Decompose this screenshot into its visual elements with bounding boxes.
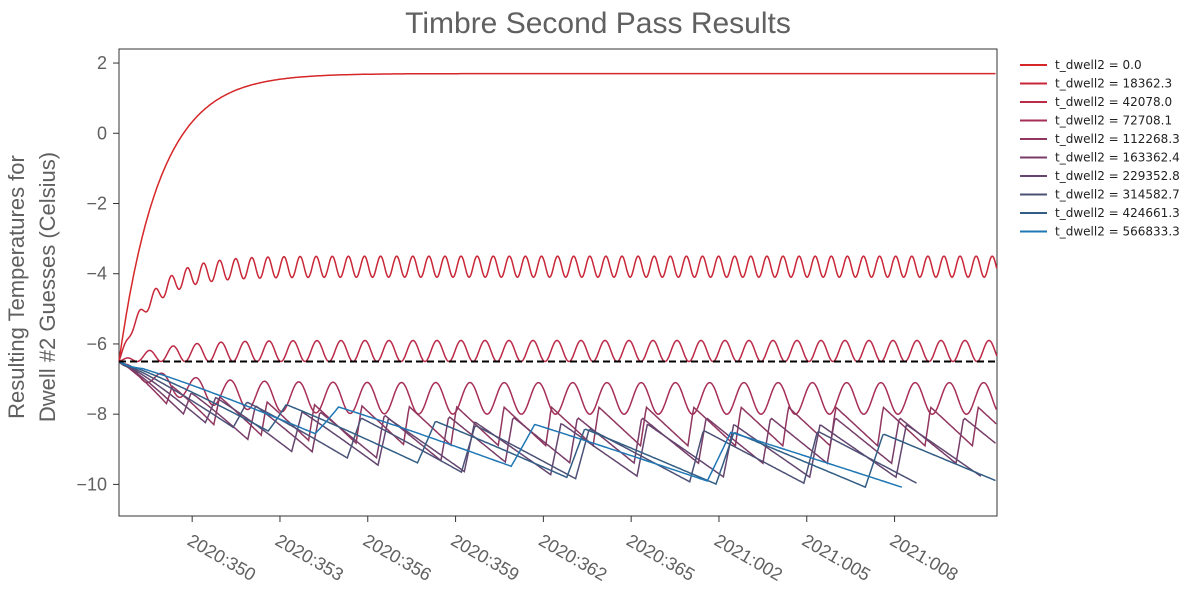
legend-label: t_dwell2 = 0.0 xyxy=(1055,58,1142,72)
plot-frame xyxy=(118,48,998,517)
legend-label: t_dwell2 = 112268.3 xyxy=(1055,132,1180,146)
chart-title: Timbre Second Pass Results xyxy=(405,7,791,40)
legend-label: t_dwell2 = 42078.0 xyxy=(1055,95,1172,109)
series-line-0 xyxy=(118,72,996,362)
series-lines xyxy=(118,72,998,489)
legend-label: t_dwell2 = 18362.3 xyxy=(1055,77,1172,91)
y-axis-label-line1: Resulting Temperatures for xyxy=(4,155,29,419)
legend: t_dwell2 = 0.0 t_dwell2 = 18362.3 t_dwell2… xyxy=(1020,58,1180,239)
series-line-2 xyxy=(118,339,998,363)
y-tick-label: −6 xyxy=(86,334,107,354)
y-tick-label: −10 xyxy=(76,474,107,494)
y-tick-label: −8 xyxy=(86,404,107,424)
series-line-8 xyxy=(118,360,996,489)
y-tick-label: −2 xyxy=(86,193,107,213)
legend-label: t_dwell2 = 229352.8 xyxy=(1055,169,1180,183)
series-line-9 xyxy=(118,360,903,488)
series-line-1 xyxy=(118,255,998,362)
legend-label: t_dwell2 = 72708.1 xyxy=(1055,114,1172,128)
y-tick-label: −4 xyxy=(86,264,107,284)
y-axis-label-line2: Dwell #2 Guesses (Celsius) xyxy=(35,152,60,422)
series-line-7 xyxy=(118,360,917,485)
legend-label: t_dwell2 = 566833.3 xyxy=(1055,225,1180,239)
series-line-6 xyxy=(118,360,982,479)
y-axis: 2 0 −2 −4 −6 −8 −10 xyxy=(76,53,119,494)
y-tick-label: 0 xyxy=(97,123,107,143)
legend-label: t_dwell2 = 314582.7 xyxy=(1055,188,1180,202)
legend-label: t_dwell2 = 163362.4 xyxy=(1055,151,1180,165)
legend-label: t_dwell2 = 424661.3 xyxy=(1055,206,1180,220)
y-axis-label: Resulting Temperatures for Dwell #2 Gues… xyxy=(4,152,60,422)
y-tick-label: 2 xyxy=(97,53,107,73)
